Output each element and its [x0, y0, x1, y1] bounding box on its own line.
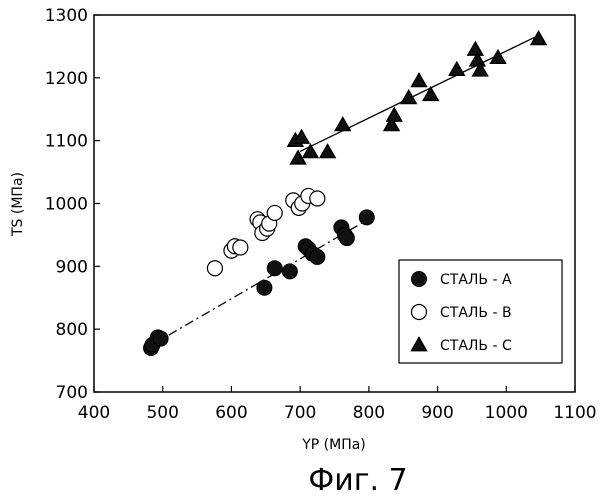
x-tick-label: 1100 [553, 403, 596, 423]
data-point-series-3 [449, 62, 464, 75]
x-tick-label: 500 [146, 403, 178, 423]
data-point-series-2 [207, 261, 222, 276]
legend-label-3: СТАЛЬ - С [440, 338, 512, 354]
x-tick-label: 900 [421, 403, 453, 423]
y-tick-label: 1200 [45, 69, 88, 89]
data-point-series-3 [412, 73, 427, 86]
data-point-series-1 [257, 280, 272, 295]
x-tick-label: 600 [215, 403, 247, 423]
x-tick-label: 400 [78, 403, 110, 423]
y-tick-label: 800 [56, 320, 88, 340]
data-point-series-1 [282, 264, 297, 279]
x-axis-title: YP (МПа) [301, 437, 366, 453]
x-tick-label: 700 [284, 403, 316, 423]
data-point-series-2 [267, 205, 282, 220]
legend-marker-1 [412, 272, 427, 287]
y-tick-label: 700 [56, 383, 88, 403]
data-point-series-2 [310, 191, 325, 206]
data-point-series-3 [320, 144, 335, 157]
y-tick-label: 1000 [45, 195, 88, 215]
y-tick-label: 1300 [45, 6, 88, 26]
legend: СТАЛЬ - А СТАЛЬ - В СТАЛЬ - С [399, 260, 562, 363]
y-axis-title: TS (МПа) [10, 172, 26, 237]
fit-line-series-3 [300, 36, 537, 151]
data-point-series-1 [153, 331, 168, 346]
x-tick-label: 800 [353, 403, 385, 423]
data-point-series-1 [310, 249, 325, 264]
data-point-series-1 [359, 210, 374, 225]
legend-label-2: СТАЛЬ - В [440, 305, 512, 321]
data-point-series-3 [303, 144, 318, 157]
data-point-series-2 [233, 240, 248, 255]
data-point-series-3 [387, 108, 402, 121]
data-point-series-3 [468, 42, 483, 55]
legend-marker-2 [412, 305, 427, 320]
figure-caption: Фиг. 7 [308, 463, 407, 498]
y-tick-label: 900 [56, 257, 88, 277]
data-point-series-3 [335, 117, 350, 130]
legend-label-1: СТАЛЬ - А [440, 272, 512, 288]
data-point-series-3 [401, 90, 416, 103]
y-tick-label: 1100 [45, 132, 88, 152]
x-tick-label: 1000 [485, 403, 528, 423]
y-axis: 700 800 900 1000 1100 1200 1300 [45, 6, 100, 403]
data-point-series-3 [423, 87, 438, 100]
data-point-series-1 [339, 231, 354, 246]
data-point-series-1 [267, 261, 282, 276]
